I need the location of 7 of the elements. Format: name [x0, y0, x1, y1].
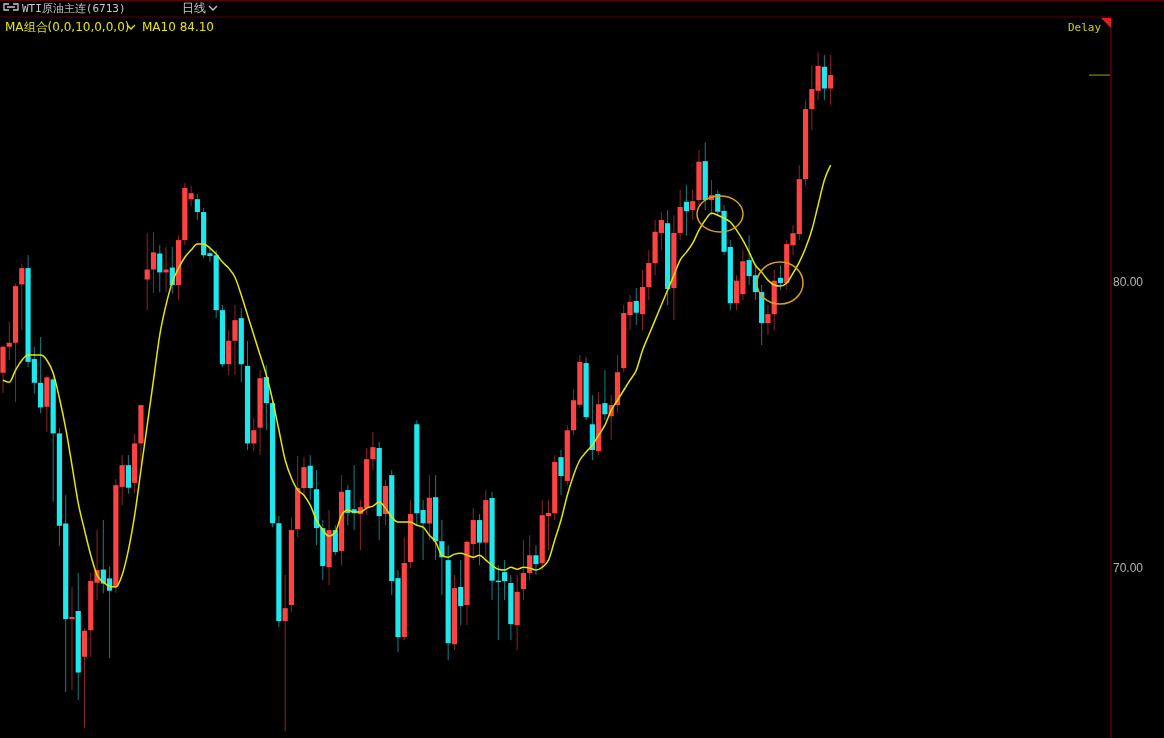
y-tick-label: 70.00 [1113, 561, 1144, 576]
text: Delay [1068, 21, 1102, 34]
y-tick-label: 80.00 [1113, 275, 1144, 290]
text: 日线 [182, 1, 206, 15]
chart-title: WTI原油主连(6713) [22, 2, 126, 15]
legend-label: MA10 84.10 [142, 20, 214, 34]
annotation: MA组合(0,0,10,0,0,0) [5, 20, 130, 34]
